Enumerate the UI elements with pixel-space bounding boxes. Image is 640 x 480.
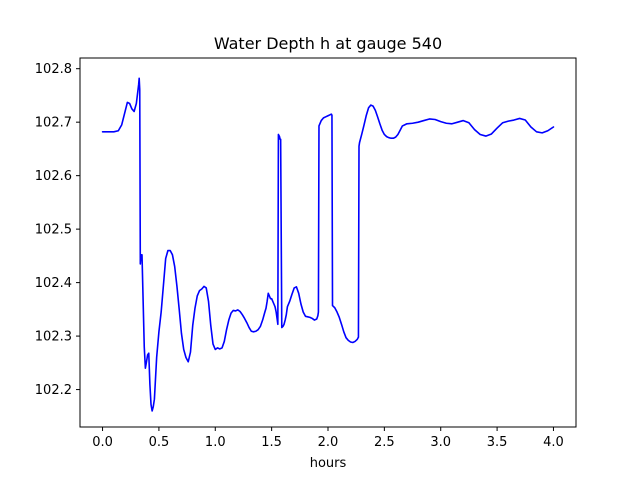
x-tick-label: 0.0 [92,435,113,450]
x-tick-label: 3.5 [487,435,508,450]
x-axis-label: hours [310,456,347,471]
chart-title: Water Depth h at gauge 540 [214,34,442,53]
y-tick-label: 102.4 [35,276,72,291]
x-tick-label: 0.5 [149,435,170,450]
x-tick-label: 2.0 [318,435,339,450]
plot-area: 0.0 0.5 1.0 1.5 2.0 2.5 3.0 3.5 4.0 102.2 102.3 102… [35,57,577,450]
y-tick-label: 102.6 [35,169,72,184]
x-tick-label: 3.0 [430,435,451,450]
x-tick-label: 4.0 [543,435,564,450]
y-tick-label: 102.3 [35,330,72,345]
series-line-0 [101,77,555,412]
y-tick-label: 102.8 [35,62,72,77]
y-tick-label: 102.7 [35,116,72,131]
x-tick-label: 1.5 [261,435,282,450]
x-tick-label: 1.0 [205,435,226,450]
y-tick-label: 102.5 [35,223,72,238]
y-tick-label: 102.2 [35,383,72,398]
x-tick-label: 2.5 [374,435,395,450]
